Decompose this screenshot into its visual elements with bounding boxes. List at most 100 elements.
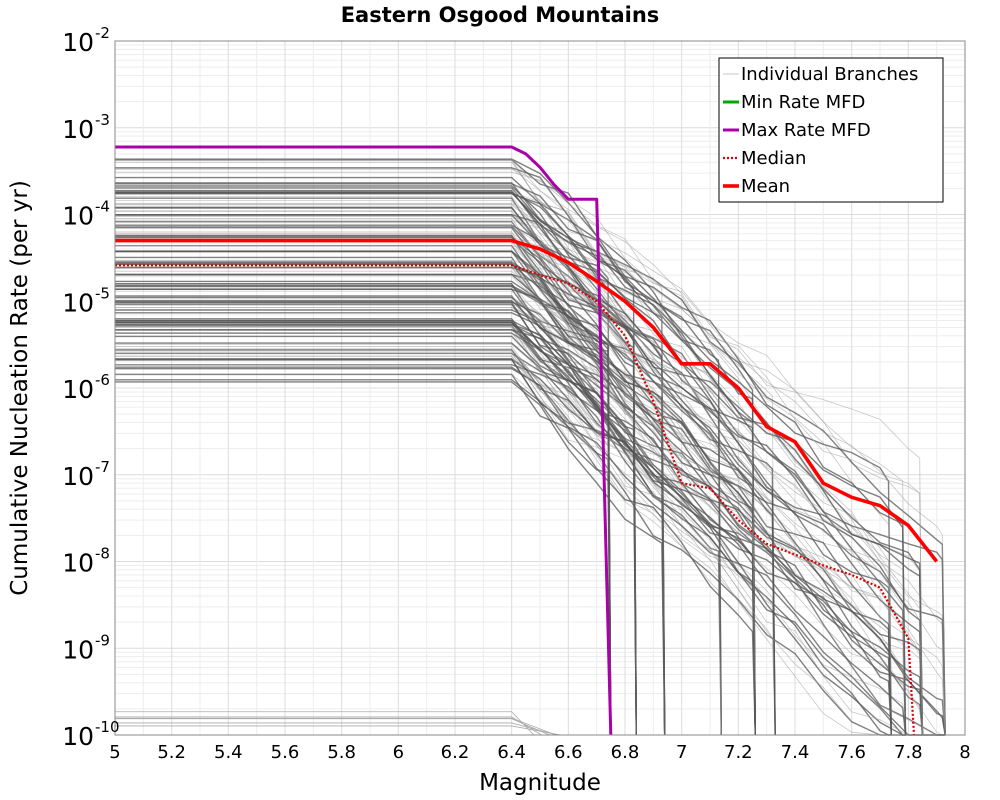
x-tick-label: 6.6 xyxy=(554,742,583,763)
branch-line xyxy=(115,189,666,736)
y-tick-exponent: -7 xyxy=(95,458,110,476)
individual-branches xyxy=(115,158,946,736)
branch-line xyxy=(115,280,924,736)
branch-line xyxy=(115,351,666,736)
branch-line xyxy=(115,250,776,736)
branch-line xyxy=(115,235,722,736)
legend-box xyxy=(718,57,944,203)
branch-line xyxy=(115,227,637,736)
x-tick-label: 5.6 xyxy=(271,742,300,763)
branch-line xyxy=(115,356,906,736)
branch-line xyxy=(115,267,666,736)
y-tick-exponent: -3 xyxy=(95,111,110,129)
x-tick-label: 7.6 xyxy=(837,742,866,763)
branch-line xyxy=(115,214,924,736)
branch-line xyxy=(115,202,666,736)
x-tick-label: 7 xyxy=(676,742,687,763)
x-tick-label: 6.2 xyxy=(441,742,470,763)
branch-line xyxy=(115,304,756,736)
branch-line xyxy=(115,158,923,736)
branch-line xyxy=(115,159,756,736)
y-tick-exponent: -8 xyxy=(95,545,110,563)
branch-line xyxy=(115,200,637,736)
y-tick-label: 10 xyxy=(62,722,94,751)
branch-line xyxy=(115,211,666,736)
branch-line xyxy=(115,263,946,736)
branch-line xyxy=(115,329,892,736)
branch-line xyxy=(115,381,666,736)
branch-line xyxy=(115,160,946,736)
branch-line xyxy=(115,183,722,736)
branch-line xyxy=(115,182,923,736)
branch-line xyxy=(115,298,756,736)
chart-title: Eastern Osgood Mountains xyxy=(341,3,660,27)
branch-line xyxy=(115,203,906,736)
x-tick-label: 7.8 xyxy=(894,742,923,763)
y-tick-exponent: -6 xyxy=(95,371,110,389)
branch-line xyxy=(115,232,637,736)
y-tick-exponent: -5 xyxy=(95,284,110,302)
x-tick-label: 8 xyxy=(959,742,970,763)
y-tick-label: 10 xyxy=(62,28,94,57)
branch-line xyxy=(115,324,946,736)
x-tick-label: 6.4 xyxy=(497,742,526,763)
branch-line xyxy=(115,332,923,736)
branch-line xyxy=(115,321,637,736)
branch-line xyxy=(115,312,924,736)
branch-line xyxy=(115,307,612,736)
branch-line xyxy=(115,321,756,736)
branch-line xyxy=(115,225,906,736)
y-tick-label: 10 xyxy=(62,375,94,404)
branch-line xyxy=(115,191,946,736)
series-line-mean xyxy=(115,238,939,563)
y-tick-exponent: -9 xyxy=(95,631,110,649)
branch-line xyxy=(115,725,562,736)
branch-line xyxy=(115,364,722,736)
x-tick-label: 6 xyxy=(393,742,404,763)
y-tick-label: 10 xyxy=(62,202,94,231)
y-tick-label: 10 xyxy=(62,462,94,491)
branch-line xyxy=(115,251,666,736)
branch-line xyxy=(115,307,906,736)
x-tick-label: 7.4 xyxy=(781,742,810,763)
series-line-median xyxy=(115,264,916,736)
branch-line xyxy=(115,346,612,736)
branch-line xyxy=(115,171,946,736)
branch-line xyxy=(115,215,666,736)
y-axis-label: Cumulative Nucleation Rate (per yr) xyxy=(7,180,33,596)
plot-frame xyxy=(114,40,966,736)
x-ticks: 5 5.2 5.4 5.6 5.8 6 6.2 6.4 6.6 6.8 7 7.2 7.4 7.6 7.8 8 xyxy=(109,742,970,763)
branch-line xyxy=(115,379,907,736)
series-line-max-rate-mfd xyxy=(115,145,613,736)
legend: Individual Branches Min Rate MFD Max Rate … xyxy=(718,57,944,203)
branch-line xyxy=(115,193,907,736)
legend-label: Max Rate MFD xyxy=(741,120,871,141)
branch-line xyxy=(115,266,612,736)
branch-line xyxy=(115,348,722,736)
branch-line xyxy=(115,288,924,736)
y-tick-exponent: -10 xyxy=(95,718,120,736)
grid xyxy=(114,41,966,736)
branch-line xyxy=(115,716,542,736)
branch-line xyxy=(115,373,946,736)
branch-line xyxy=(115,318,946,736)
branch-line xyxy=(115,204,756,736)
branch-line xyxy=(115,236,722,736)
series-lines xyxy=(115,145,939,736)
branch-line xyxy=(115,711,535,736)
branch-line xyxy=(115,327,776,736)
branch-line xyxy=(115,185,907,736)
branch-line xyxy=(115,322,892,736)
x-tick-label: 5.8 xyxy=(327,742,356,763)
y-tick-label: 10 xyxy=(62,288,94,317)
branch-line xyxy=(115,352,924,736)
branch-line xyxy=(115,187,946,736)
branch-line xyxy=(115,373,756,736)
legend-label: Median xyxy=(741,148,806,169)
legend-label: Min Rate MFD xyxy=(741,92,865,113)
branch-line xyxy=(115,717,557,736)
y-tick-label: 10 xyxy=(62,549,94,578)
legend-label: Individual Branches xyxy=(741,64,918,85)
